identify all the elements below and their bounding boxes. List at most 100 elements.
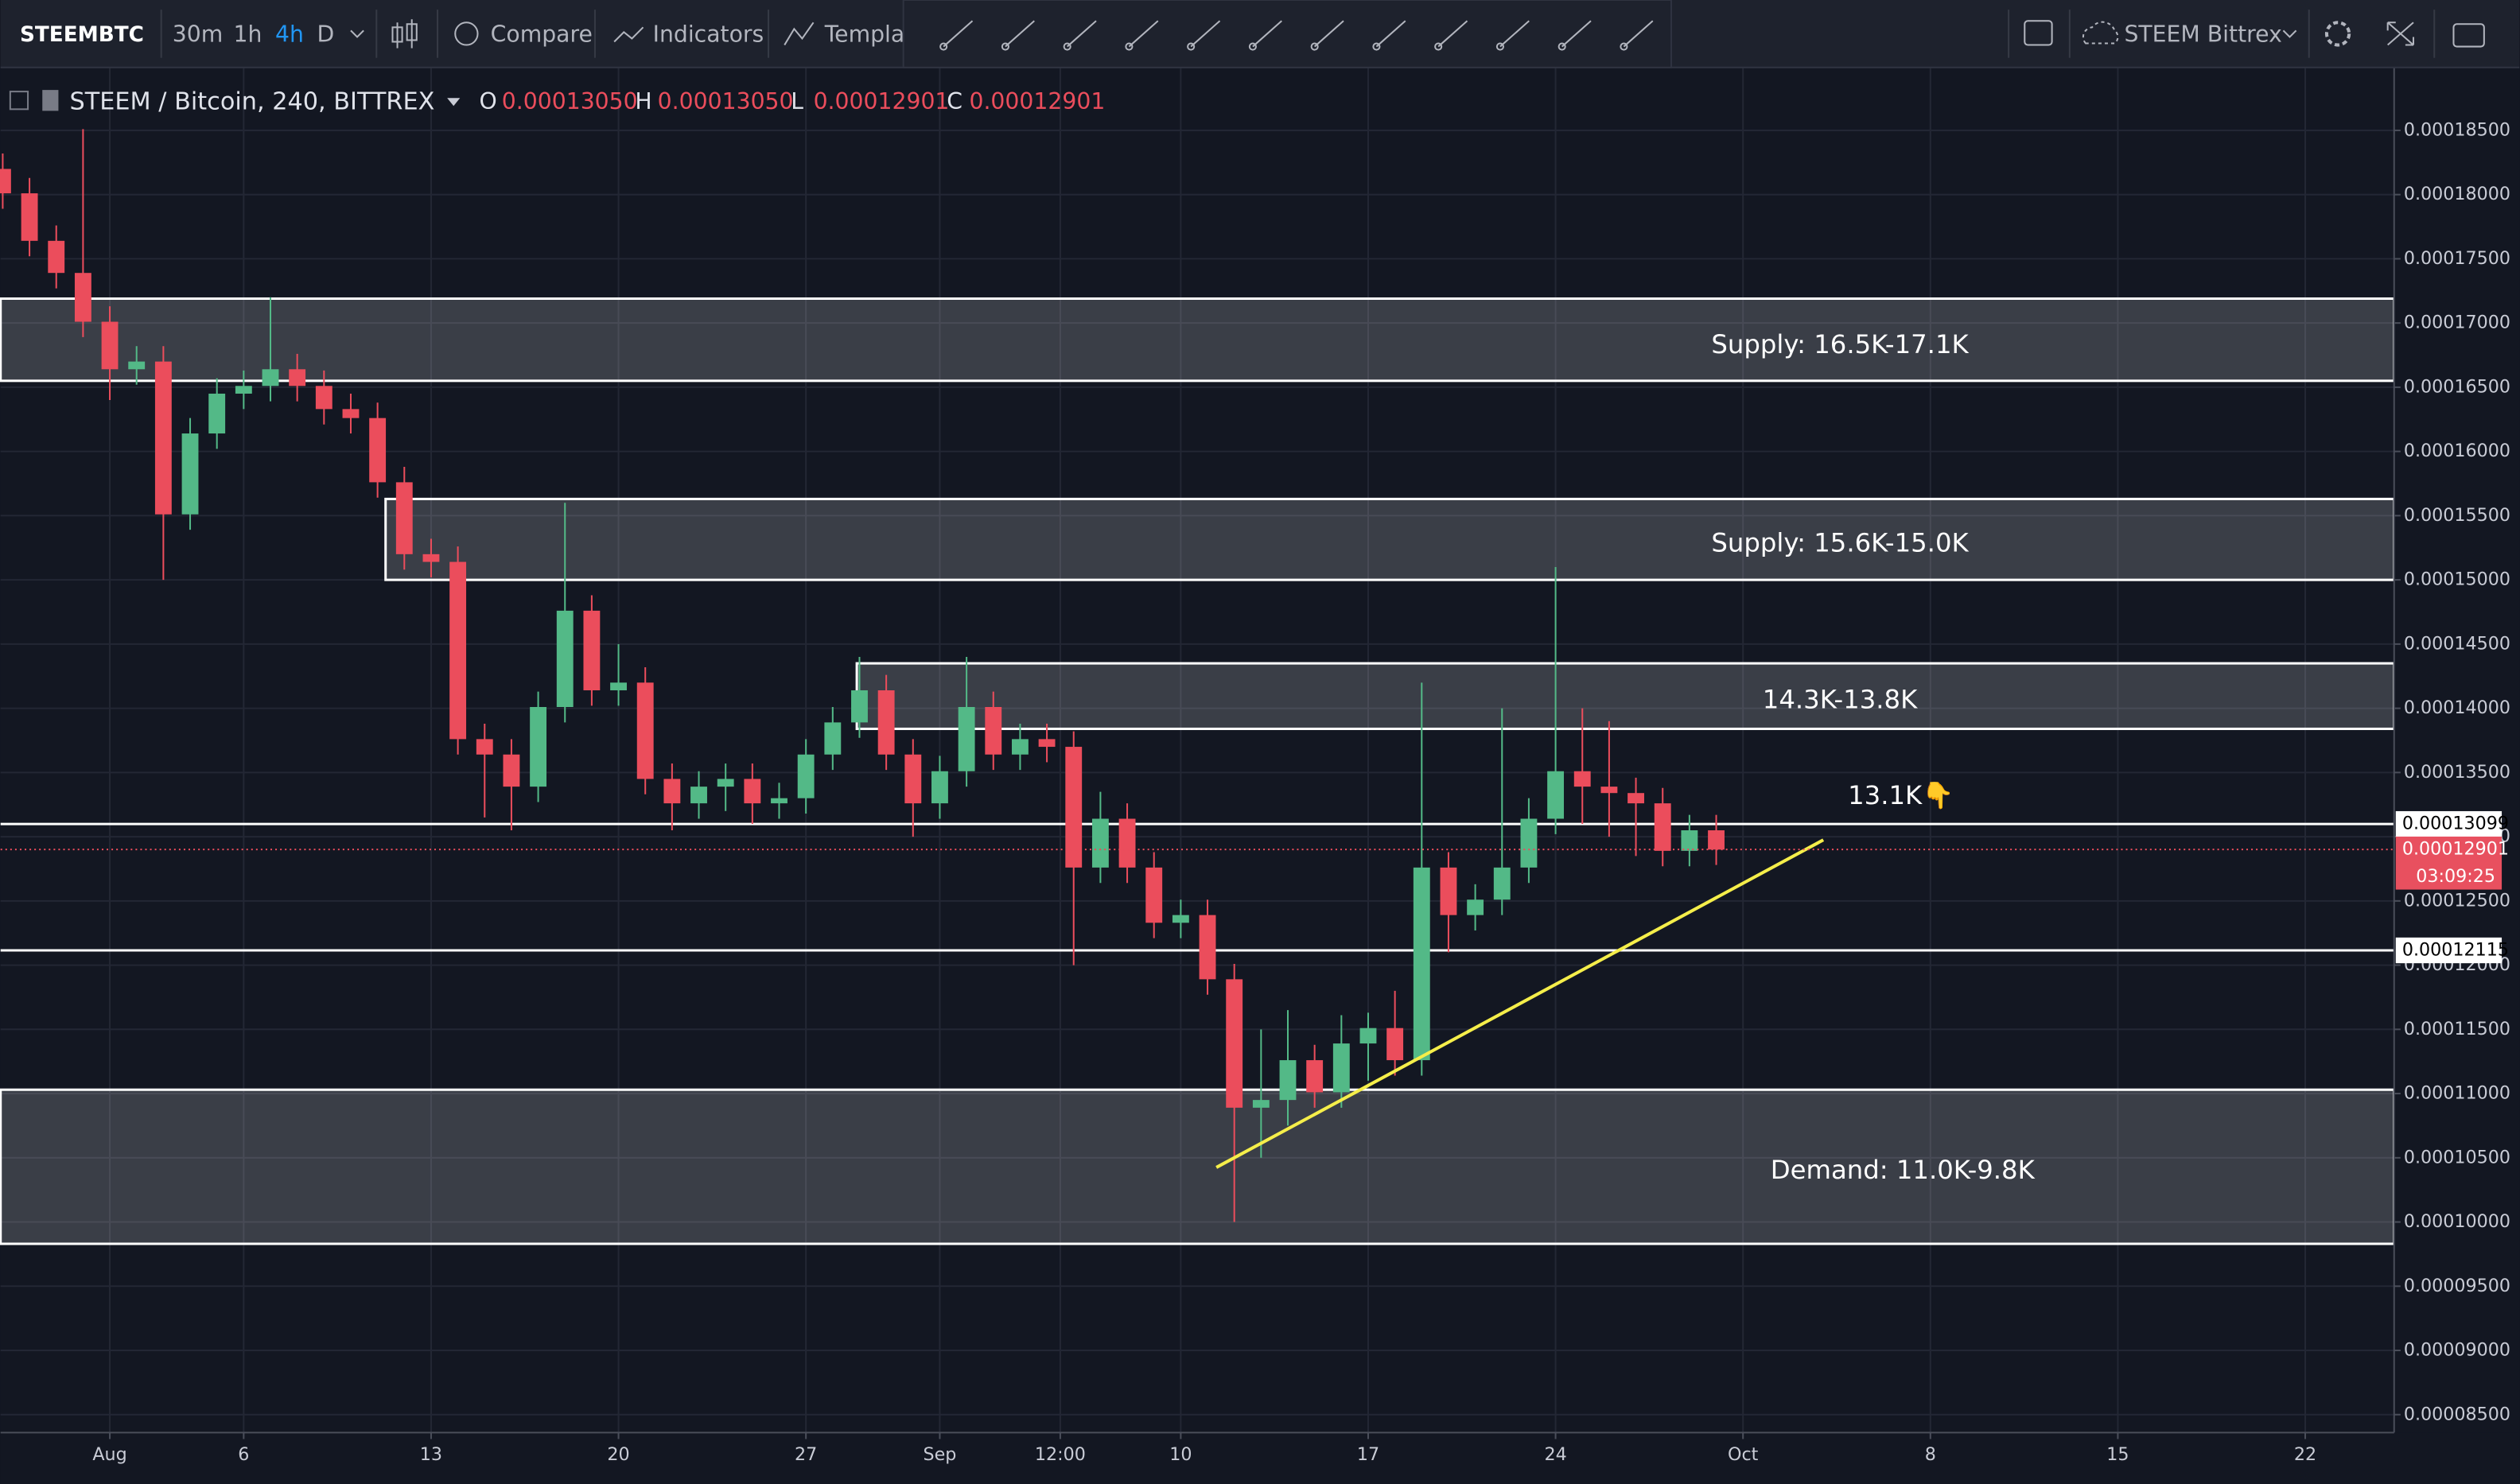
drawing-toolbar: [902, 0, 1672, 68]
snapshot-button[interactable]: [2452, 23, 2485, 48]
x-tick-label: 6: [238, 1444, 249, 1465]
candle-body: [342, 409, 360, 418]
interval-button[interactable]: D: [317, 21, 335, 47]
candle-body: [690, 787, 707, 804]
maximize-button[interactable]: [2386, 21, 2414, 46]
candle-body: [610, 682, 627, 691]
drawing-tool-handle: [939, 42, 948, 51]
candle-body: [1038, 739, 1056, 748]
interval-dropdown[interactable]: [350, 29, 364, 38]
candle-body: [21, 193, 38, 241]
indicators-icon: [613, 26, 644, 43]
y-tick-label: 0.00009500: [2404, 1276, 2510, 1296]
x-tick-label: 27: [795, 1444, 817, 1465]
interval-button[interactable]: 4h: [275, 21, 304, 47]
ohlc-key: O: [480, 88, 497, 115]
level-price-label: 0.00013099: [2402, 814, 2509, 834]
collapse-icon[interactable]: [9, 91, 29, 111]
candle-body: [1199, 915, 1216, 980]
drawing-tool[interactable]: [1499, 20, 1530, 48]
fullscreen-toggle[interactable]: [2024, 20, 2053, 46]
candle-body: [1252, 1100, 1270, 1108]
drawing-tool-handle: [1001, 42, 1009, 51]
candle-body: [958, 707, 975, 771]
y-tick-label: 0.00009000: [2404, 1340, 2510, 1361]
candle-body: [1359, 1028, 1377, 1044]
level-price-label: 0.00012115: [2402, 940, 2509, 961]
candle-body: [48, 240, 65, 274]
candle-body: [1091, 818, 1109, 868]
candle-body: [1493, 867, 1511, 900]
candle-body: [1065, 747, 1083, 868]
candle-body: [1681, 830, 1698, 851]
y-tick-label: 0.00015000: [2404, 569, 2510, 590]
drawing-tool[interactable]: [1313, 20, 1344, 48]
ohlc-key: C: [947, 88, 962, 115]
candle-body: [1600, 787, 1618, 794]
candle-body: [556, 610, 574, 708]
y-tick-label: 0.00008500: [2404, 1404, 2510, 1424]
zone-label: Supply: 16.5K-17.1K: [1711, 329, 1969, 359]
drawing-tool[interactable]: [1005, 20, 1035, 48]
drawing-tool[interactable]: [1623, 20, 1654, 48]
drawing-tool-handle: [1495, 42, 1504, 51]
x-tick-label: 17: [1357, 1444, 1379, 1465]
drawing-tool[interactable]: [1375, 20, 1406, 48]
candle-body: [1573, 771, 1591, 787]
level-price-box: [2395, 937, 2502, 964]
cloud-icon: [2082, 21, 2119, 45]
drawing-tool[interactable]: [1190, 20, 1221, 48]
drawing-tool-handle: [1558, 42, 1566, 51]
candle-body: [636, 682, 654, 779]
last-price-label: 0.00012901: [2402, 839, 2509, 860]
candle-body: [369, 418, 387, 483]
templates-icon: [784, 21, 815, 46]
y-tick-label: 0.00011500: [2404, 1019, 2510, 1039]
drawing-tool[interactable]: [1066, 20, 1097, 48]
countdown-label: 03:09:25: [2416, 866, 2495, 887]
x-tick-label: 24: [1544, 1444, 1566, 1465]
templates-button[interactable]: Templat: [824, 21, 914, 47]
candle-body: [931, 771, 948, 804]
symbol-button[interactable]: STEEMBTC: [20, 23, 144, 47]
x-tick-label: 8: [1925, 1444, 1936, 1465]
layout-dropdown[interactable]: [2282, 29, 2297, 38]
candle-body: [1467, 899, 1484, 915]
candle-body: [1547, 771, 1565, 819]
indicators-button[interactable]: Indicators: [653, 21, 764, 47]
zone: [855, 662, 2396, 730]
candle-body: [771, 798, 788, 804]
interval-button[interactable]: 1h: [234, 21, 262, 47]
candle-body: [1279, 1060, 1297, 1101]
candle-body: [154, 361, 172, 515]
x-tick-label: 15: [2106, 1444, 2129, 1465]
candle-body: [663, 779, 681, 804]
drawing-tool[interactable]: [943, 20, 974, 48]
candle-body: [824, 722, 842, 755]
candle-body: [449, 561, 467, 740]
drawing-tool[interactable]: [1561, 20, 1592, 48]
zone: [0, 1088, 2396, 1245]
drawing-tool[interactable]: [1252, 20, 1282, 48]
level-price-box: [2395, 810, 2502, 837]
candle-body: [744, 779, 761, 804]
x-tick-label: Oct: [1728, 1444, 1759, 1465]
drawing-tool[interactable]: [1128, 20, 1159, 48]
chart-type-button[interactable]: [391, 19, 418, 49]
y-tick-label: 0.00017000: [2404, 313, 2510, 333]
y-tick-label: 0.00012500: [2404, 890, 2510, 911]
y-tick-label: 0.00016500: [2404, 376, 2510, 397]
drawing-tool[interactable]: [1437, 20, 1468, 48]
compare-button[interactable]: Compare: [491, 21, 593, 47]
candle-body: [315, 386, 332, 410]
ohlc-key: L: [791, 88, 803, 115]
interval-button[interactable]: 30m: [173, 21, 224, 47]
settings-button[interactable]: [2324, 21, 2351, 47]
candle-body: [1332, 1043, 1350, 1093]
legend-dropdown[interactable]: [447, 98, 461, 107]
candle-body: [1413, 867, 1430, 1061]
layout-name-button[interactable]: STEEM Bittrex: [2124, 21, 2281, 47]
candle-body: [395, 482, 413, 554]
y-tick-label: 0.00014500: [2404, 633, 2510, 654]
